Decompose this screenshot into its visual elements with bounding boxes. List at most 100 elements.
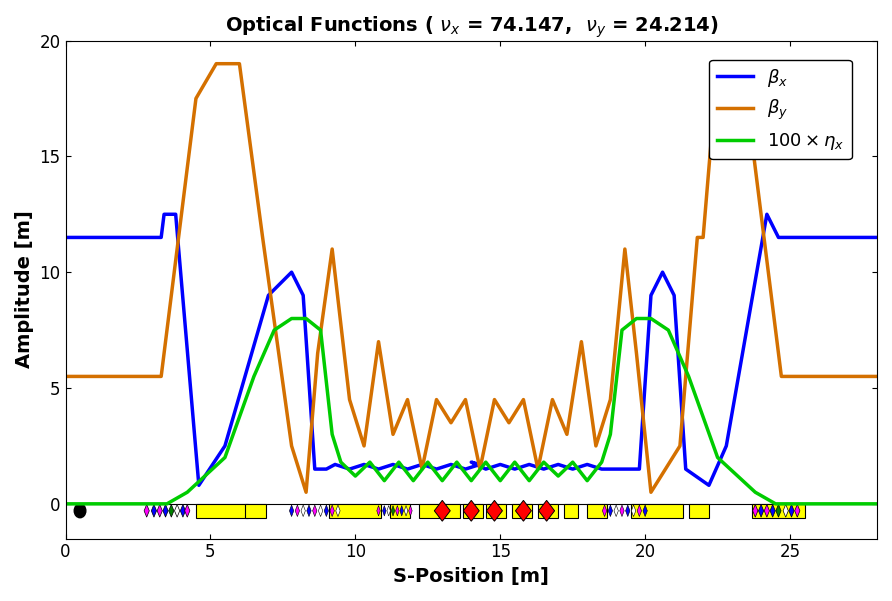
$\beta_y$ [533,466,543,473]
Polygon shape [152,504,156,517]
$100\times\eta_x$ [315,326,326,334]
$100\times\eta_x$ [249,373,260,380]
Polygon shape [770,504,775,517]
Polygon shape [753,504,758,517]
Polygon shape [396,505,399,516]
$100\times\eta_x$ [712,454,723,461]
Bar [538,504,558,517]
$\beta_y$ [518,396,529,403]
$\beta_y$ [605,396,615,403]
$100\times\eta_x$ [350,472,360,480]
$\beta_y$ [60,373,70,380]
Bar [440,504,459,517]
$\beta_x$ [431,466,442,473]
$\beta_x$ [657,269,668,276]
$\beta_y$ [359,442,369,450]
$100\times\eta_x$ [423,459,434,466]
Polygon shape [608,505,613,517]
$\beta_x$ [466,459,476,466]
$100\times\eta_x$ [161,500,172,507]
Polygon shape [295,505,300,517]
$\beta_y$ [646,489,657,496]
Polygon shape [602,505,607,517]
$\beta_x$ [871,234,882,241]
$100\times\eta_x$ [553,472,564,480]
Polygon shape [539,501,555,521]
Bar [463,504,483,517]
$\beta_x$ [553,461,564,468]
Polygon shape [637,505,641,517]
Polygon shape [434,501,450,521]
$\beta_y$ [234,60,244,67]
$\beta_y$ [741,95,752,102]
$100\times\eta_x$ [597,459,607,466]
$\beta_y$ [344,396,355,403]
$\beta_y$ [211,60,221,67]
$\beta_y$ [712,60,723,67]
Polygon shape [335,505,340,517]
$\beta_x$ [359,461,369,468]
Bar [196,504,248,517]
$100\times\eta_x$ [750,489,761,496]
Polygon shape [486,501,502,521]
Polygon shape [157,504,162,517]
Polygon shape [169,504,174,517]
Polygon shape [463,501,479,521]
$\beta_x$ [646,291,657,299]
Polygon shape [392,505,395,516]
Bar [486,504,506,517]
Bar [390,504,410,517]
Bar [512,504,533,517]
$\beta_x$ [298,291,309,299]
$\beta_y$ [504,419,515,426]
$100\times\eta_x$ [683,373,694,380]
Polygon shape [180,504,186,517]
Polygon shape [301,505,305,517]
Polygon shape [175,504,179,517]
$\beta_x$ [330,461,341,468]
$100\times\eta_x$ [335,459,346,466]
$\beta_y$ [770,326,780,334]
$\beta_x$ [402,466,413,473]
Bar [564,504,579,517]
$\beta_y$ [576,338,587,346]
$100\times\eta_x$ [326,431,337,438]
Line: $\beta_y$: $\beta_y$ [65,64,877,492]
$100\times\eta_x$ [582,477,592,484]
$100\times\eta_x$ [770,500,780,507]
$100\times\eta_x$ [393,459,404,466]
$\beta_y$ [562,431,573,438]
Bar [419,504,440,517]
$\beta_x$ [344,466,355,473]
Polygon shape [795,504,800,517]
$100\times\eta_x$ [509,459,520,466]
Polygon shape [758,504,764,517]
Bar [631,504,683,517]
$\beta_x$ [762,211,772,218]
$\beta_y$ [257,234,268,241]
Polygon shape [376,505,380,516]
Polygon shape [643,505,648,517]
Legend: $\beta_x$, $\beta_y$, $100\times\eta_x$: $\beta_x$, $\beta_y$, $100\times\eta_x$ [709,59,852,159]
Line: $\beta_x$: $\beta_x$ [65,215,877,485]
$100\times\eta_x$ [871,500,882,507]
$\beta_x$ [373,466,384,473]
$\beta_y$ [156,373,167,380]
$\beta_x$ [263,291,274,299]
$\beta_x$ [460,466,471,473]
$\beta_x$ [194,481,204,489]
Title: Optical Functions ( $\nu_x$ = 74.147,  $\nu_y$ = 24.214): Optical Functions ( $\nu_x$ = 74.147, $\… [225,15,718,40]
Polygon shape [145,504,149,517]
$100\times\eta_x$ [495,477,506,484]
Polygon shape [783,504,789,517]
$\beta_x$ [669,291,680,299]
Polygon shape [632,505,636,517]
$\beta_y$ [191,95,202,102]
$\beta_x$ [634,466,645,473]
$100\times\eta_x$ [605,431,615,438]
$100\times\eta_x$ [379,477,390,484]
$100\times\eta_x$ [466,477,476,484]
$\beta_y$ [373,338,384,346]
Bar [329,504,382,517]
$\beta_y$ [674,442,685,450]
